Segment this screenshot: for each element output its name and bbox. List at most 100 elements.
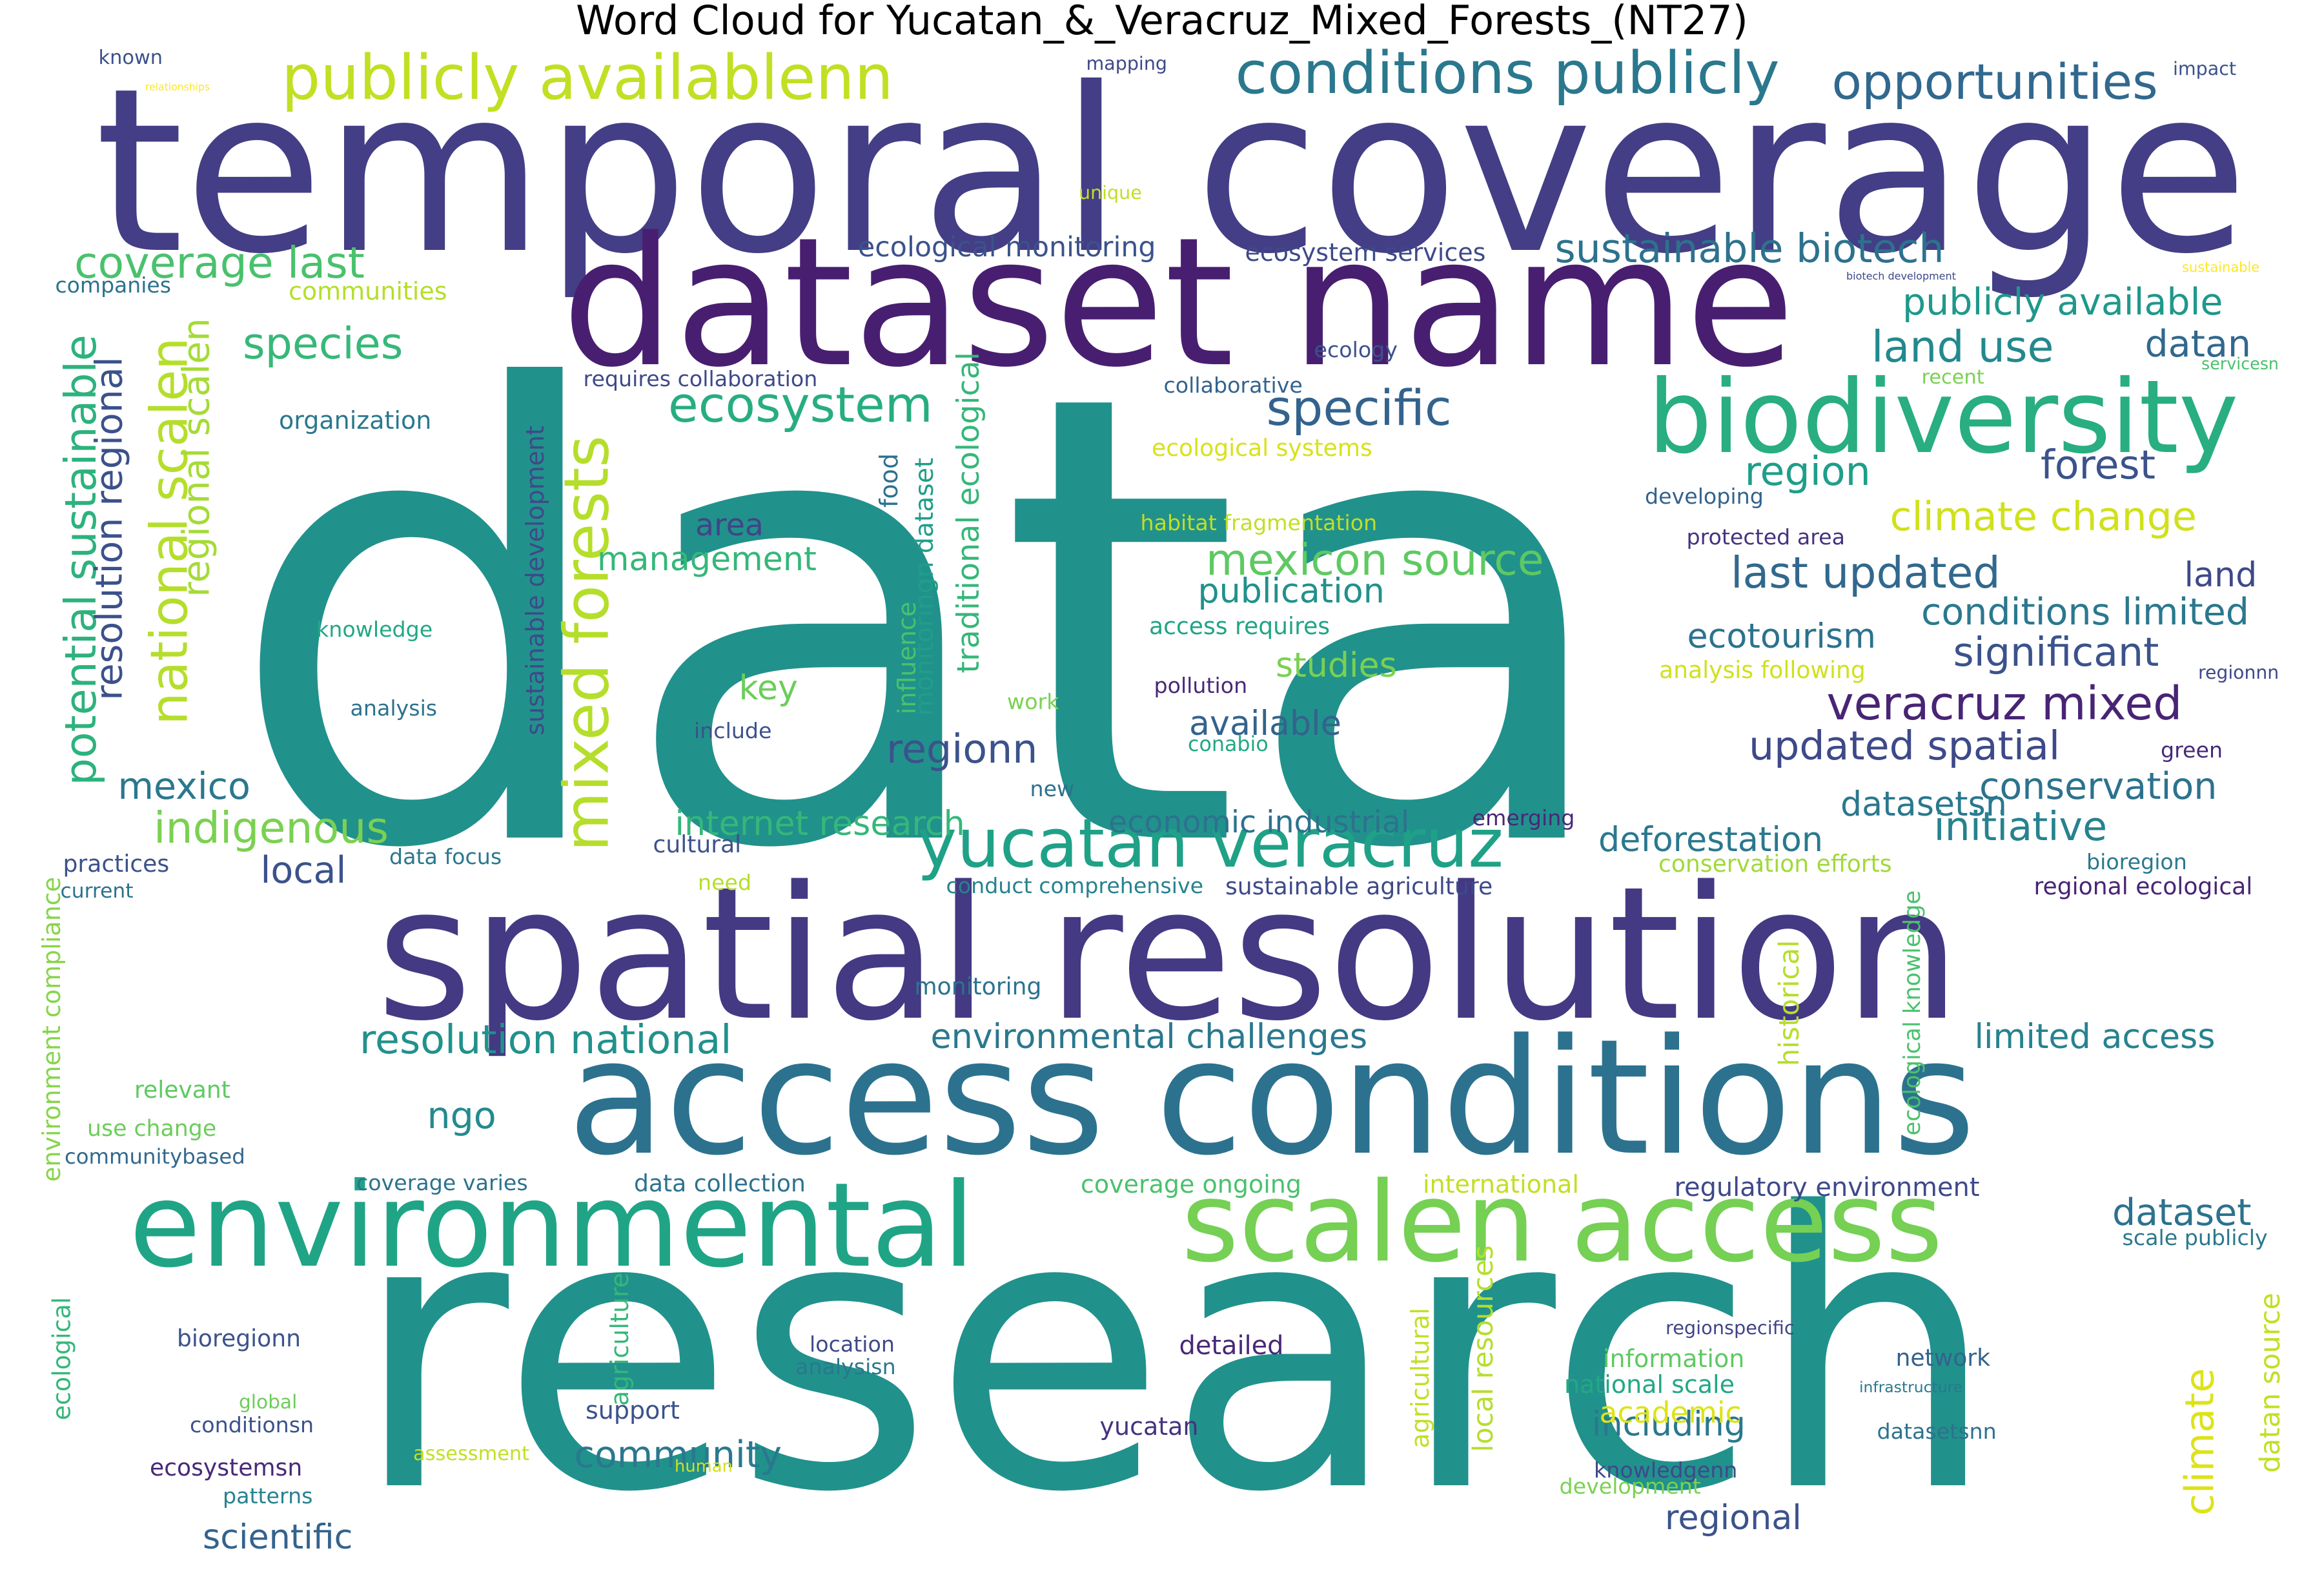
word-climate: climate [2176, 1368, 2223, 1516]
word-datasetsn: datasetsn [1840, 785, 2007, 824]
word-ecological-knowledge: ecological knowledge [1899, 890, 1926, 1136]
word-key: key [739, 668, 798, 708]
word-coverage-varies: coverage varies [356, 1169, 528, 1195]
word-yucatan-veracruz: yucatan veracruz [917, 803, 1504, 883]
word-practices: practices [63, 850, 170, 878]
word-global: global [239, 1391, 298, 1413]
word-ecology: ecology [1314, 336, 1398, 362]
word-national-scale: national scale [1564, 1370, 1735, 1399]
word-organization: organization [279, 406, 432, 435]
word-ecosystem-services: ecosystem services [1245, 238, 1486, 267]
word-studies: studies [1276, 646, 1397, 685]
word-analysis-following: analysis following [1659, 656, 1866, 684]
word-conservation-efforts: conservation efforts [1658, 850, 1892, 878]
word-biotech-development: biotech development [1846, 269, 1956, 282]
word-sustainable-agriculture: sustainable agriculture [1225, 872, 1493, 900]
word-specific: specific [1266, 379, 1452, 437]
word-location: location [810, 1331, 895, 1357]
word-mexico: mexico [117, 765, 250, 808]
word-including: including [1592, 1405, 1746, 1444]
word-significant: significant [1953, 628, 2159, 675]
word-known: known [98, 46, 163, 69]
word-publicly-availablenn: publicly availablenn [281, 43, 893, 114]
word-dataset: dataset [2112, 1191, 2252, 1234]
word-protected-area: protected area [1686, 524, 1845, 550]
word-international: international [1423, 1169, 1579, 1199]
word-resolution-regional: resolution regional [88, 356, 131, 701]
word-environmental-challenges: environmental challenges [930, 1017, 1368, 1056]
word-analysisn: analysisn [795, 1354, 896, 1379]
word-economic-industrial: economic industrial [1108, 804, 1410, 840]
word-mixed-forests: mixed forests [551, 435, 623, 852]
word-traditional-ecological: traditional ecological [950, 351, 986, 673]
word-ecosystemsn: ecosystemsn [150, 1454, 303, 1481]
word-conditions-publicly: conditions publicly [1235, 39, 1780, 107]
word-include: include [694, 717, 772, 743]
word-conabio: conabio [1188, 733, 1269, 756]
word-regulatory-environment: regulatory environment [1674, 1173, 1980, 1202]
word-data-collection: data collection [634, 1169, 806, 1197]
word-knowledgenn: knowledgenn [1594, 1457, 1738, 1483]
word-land: land [2184, 555, 2258, 595]
word-research: research [352, 1131, 1998, 1575]
word-communitybased: communitybased [65, 1144, 245, 1169]
word-ngo: ngo [427, 1094, 496, 1137]
word-regional: regional [1665, 1498, 1802, 1538]
word-impact: impact [2173, 58, 2237, 79]
word-management: management [597, 539, 817, 578]
word-developing: developing [1645, 483, 1764, 509]
word-regional-scalen: regional scalen [175, 317, 218, 597]
word-opportunities: opportunities [1831, 53, 2158, 110]
word-area: area [695, 507, 764, 543]
word-veracruz-mixed: veracruz mixed [1826, 677, 2183, 730]
word-ecological: ecological [46, 1297, 76, 1420]
word-access-conditions: access conditions [567, 1005, 1976, 1191]
word-assessment: assessment [413, 1442, 530, 1465]
word-recent: recent [1921, 366, 1984, 389]
word-climate-change: climate change [1890, 493, 2197, 540]
word-limited-access: limited access [1974, 1017, 2216, 1056]
word-conduct-comprehensive: conduct comprehensive [946, 872, 1204, 898]
word-servicesn: servicesn [2201, 353, 2279, 373]
word-biodiversity: biodiversity [1647, 358, 2239, 476]
word-food: food [875, 453, 903, 508]
word-deforestation: deforestation [1598, 820, 1823, 860]
word-dataset-name: dataset name [562, 199, 1795, 406]
word-indigenous: indigenous [154, 803, 389, 853]
word-requires-collaboration: requires collaboration [583, 365, 818, 391]
word-information: information [1603, 1344, 1745, 1373]
word-historical: historical [1773, 940, 1806, 1066]
word-bioregionn: bioregionn [177, 1324, 301, 1352]
word-community: community [574, 1433, 782, 1476]
word-influence: influence [893, 601, 922, 714]
word-updated-spatial: updated spatial [1749, 722, 2060, 769]
word-use-change: use change [87, 1115, 217, 1142]
word-datan: datan [2145, 322, 2252, 365]
word-conditionsn: conditionsn [190, 1412, 314, 1437]
word-publication: publication [1198, 571, 1385, 611]
word-work: work [1007, 688, 1059, 714]
word-knowledge: knowledge [316, 616, 433, 642]
word-available: available [1189, 704, 1341, 743]
word-forest: forest [2041, 441, 2156, 488]
word-scale-publicly: scale publicly [2122, 1224, 2268, 1250]
word-human: human [675, 1457, 733, 1476]
word-support: support [586, 1395, 680, 1425]
word-development: development [1559, 1473, 1701, 1499]
word-relationships: relationships [145, 80, 210, 93]
word-ecosystem: ecosystem [668, 376, 933, 433]
word-sustainable-biotech: sustainable biotech [1554, 225, 1944, 272]
word-coverage-ongoing: coverage ongoing [1081, 1169, 1301, 1199]
word-collaborative: collaborative [1163, 372, 1303, 398]
word-yucatan: yucatan [1099, 1412, 1199, 1441]
word-regionnn: regionnn [2198, 661, 2279, 683]
word-current: current [60, 880, 134, 903]
word-initiative: initiative [1933, 803, 2108, 850]
word-ecological-monitoring: ecological monitoring [858, 231, 1156, 263]
word-green: green [2161, 737, 2223, 763]
cloud-title: Word Cloud for Yucatan_&_Veracruz_Mixed_… [576, 0, 1748, 44]
word-habitat-fragmentation: habitat fragmentation [1140, 510, 1378, 535]
word-access-requires: access requires [1149, 612, 1330, 640]
word-local-resources: local resources [1467, 1245, 1500, 1452]
